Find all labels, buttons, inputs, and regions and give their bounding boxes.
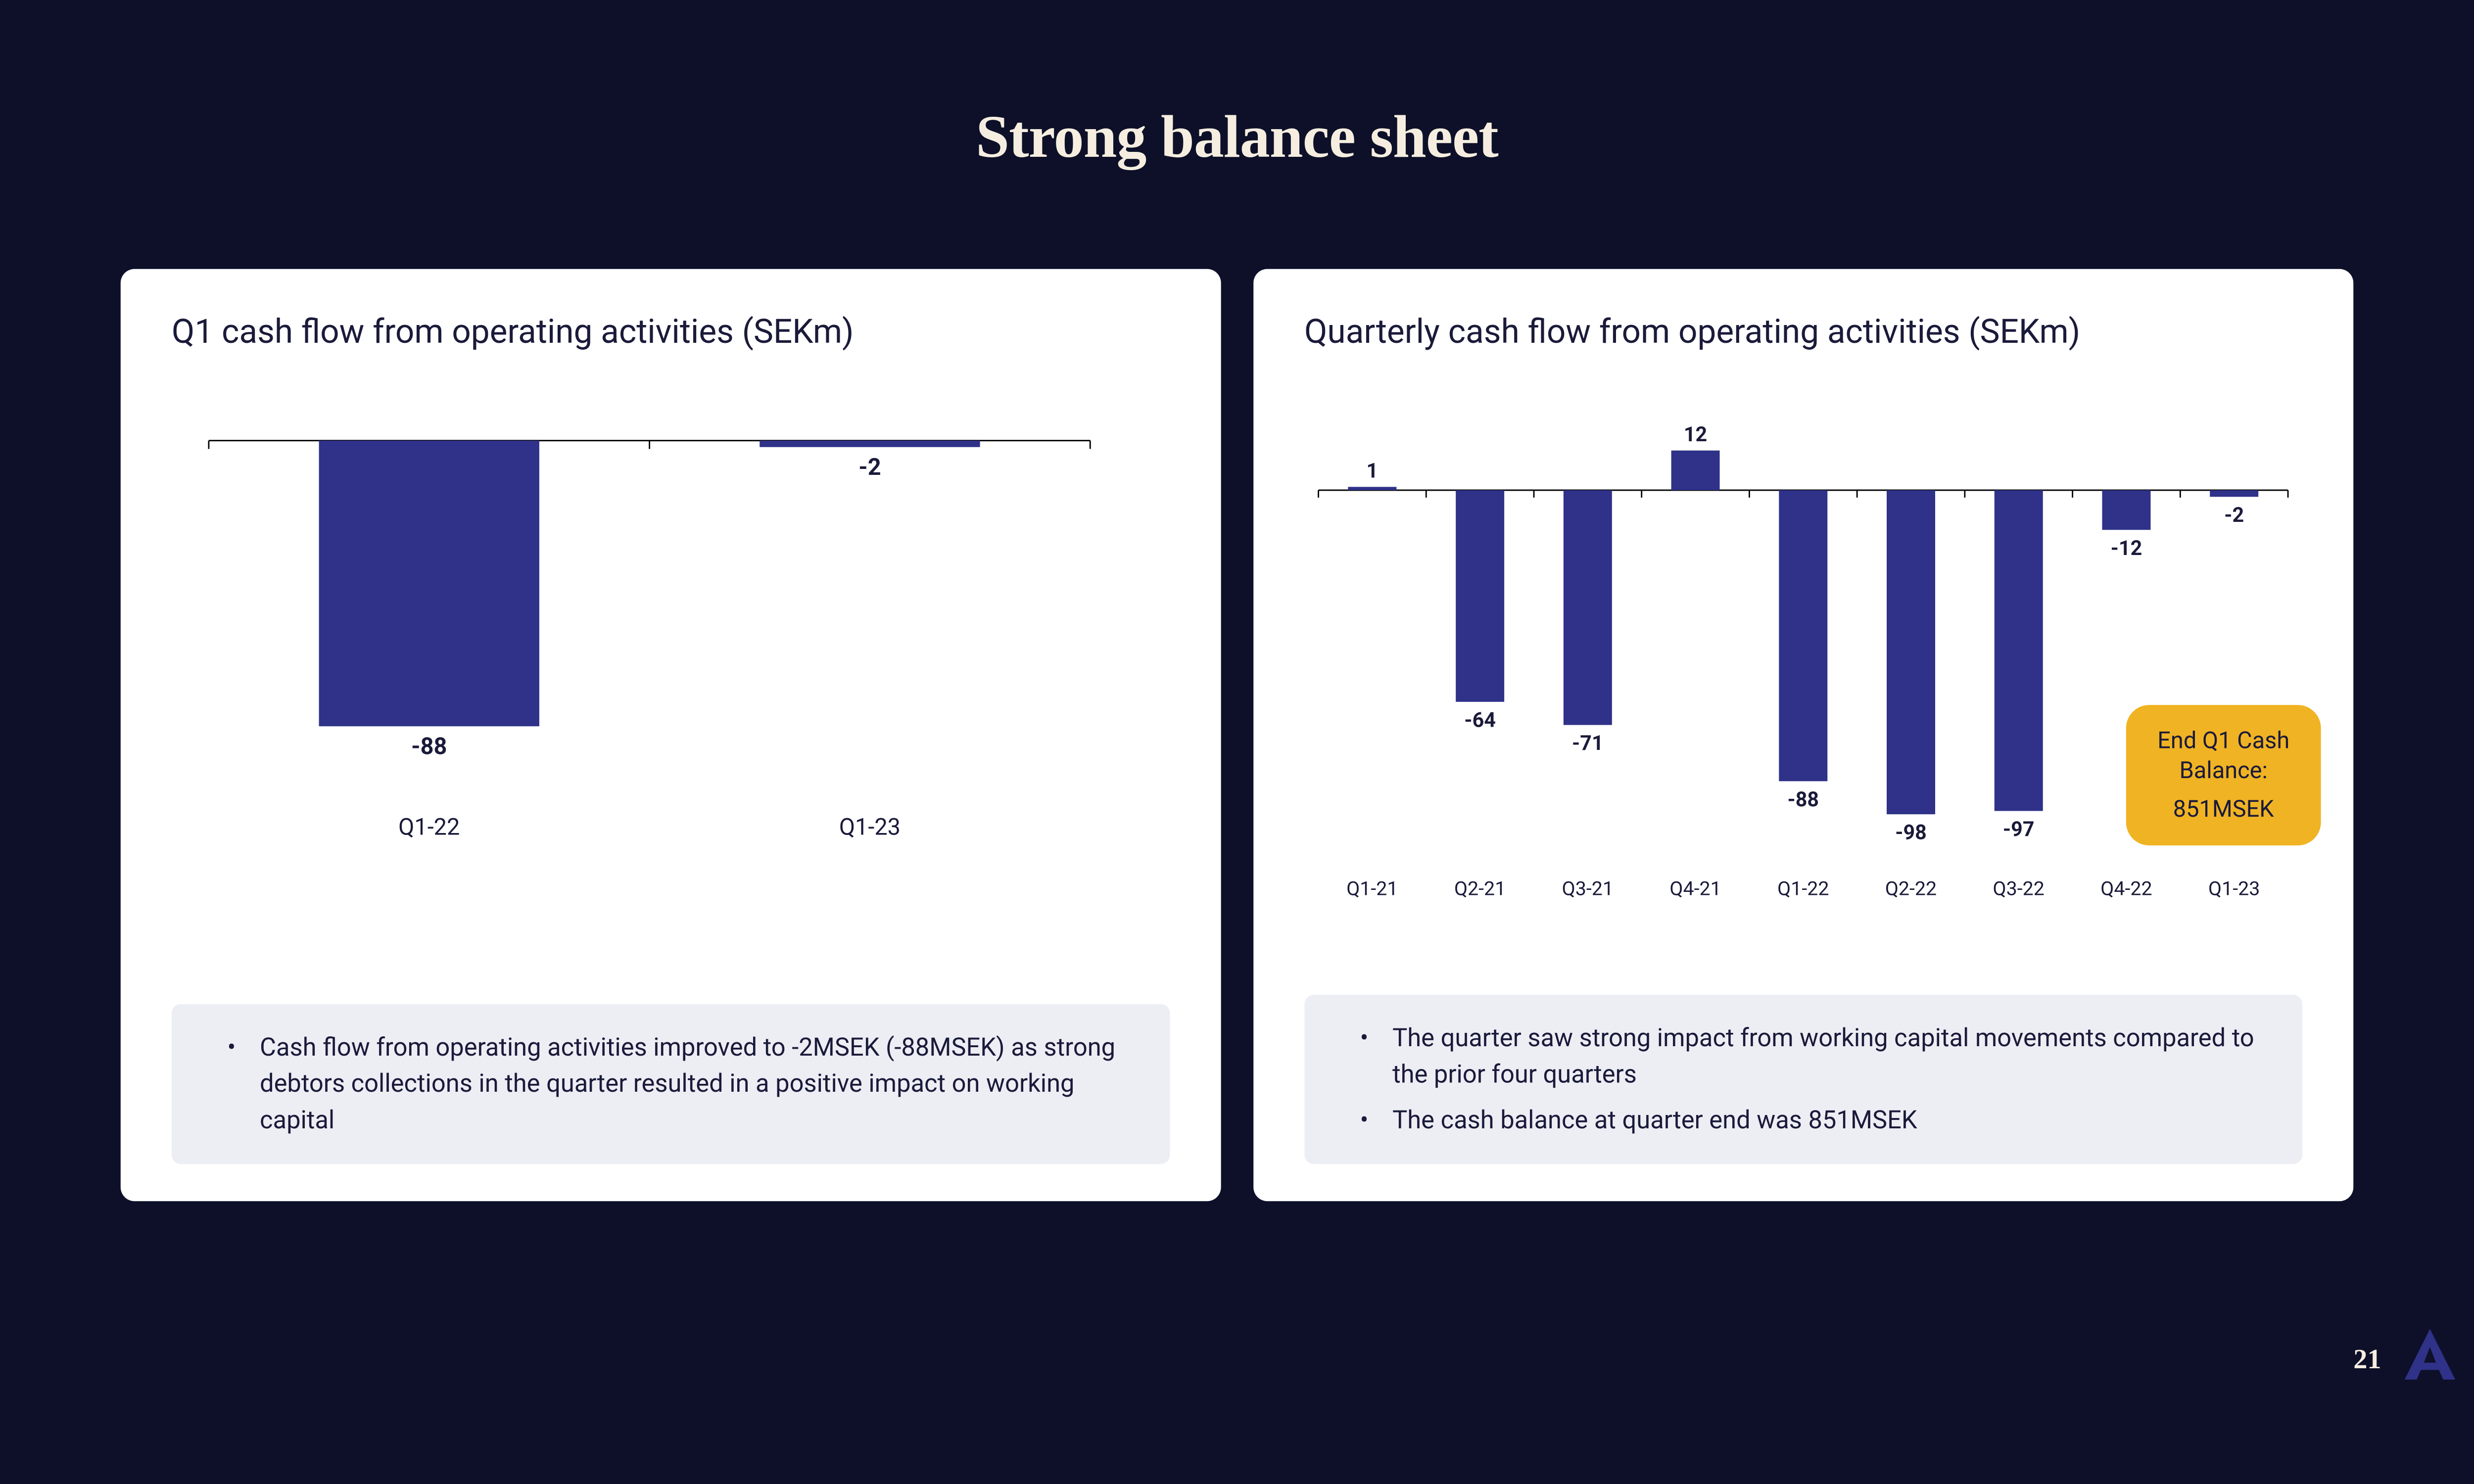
left-note-box: Cash flow from operating activities impr… <box>172 1004 1170 1164</box>
callout-line2: 851MSEK <box>2151 794 2295 825</box>
right-panel-title: Quarterly cash flow from operating activ… <box>1304 311 2302 352</box>
slide: Strong balance sheet Q1 cash flow from o… <box>0 0 2474 1391</box>
bar <box>1671 451 1719 490</box>
slide-title: Strong balance sheet <box>121 102 2353 172</box>
bar <box>319 441 539 727</box>
bar <box>1348 487 1396 490</box>
bar-value-label: -88 <box>411 733 447 760</box>
bar <box>760 441 980 447</box>
bar <box>1994 490 2043 811</box>
category-label: Q4-21 <box>1669 877 1721 900</box>
left-notes-list: Cash flow from operating activities impr… <box>227 1029 1133 1138</box>
category-label: Q1-23 <box>839 814 901 841</box>
page-number: 21 <box>2353 1343 2381 1375</box>
left-panel: Q1 cash flow from operating activities (… <box>121 269 1221 1201</box>
left-chart-area: -88 Q1-22 -2 Q1-23 <box>172 385 1170 985</box>
bar <box>1456 490 1504 702</box>
category-label: Q1-21 <box>1346 877 1398 900</box>
category-label: Q1-22 <box>398 814 460 841</box>
bar <box>1563 490 1612 725</box>
bar-value-label: -12 <box>2110 537 2142 560</box>
category-label: Q3-21 <box>1562 877 1613 900</box>
bar-value-label: -88 <box>1787 788 1819 812</box>
category-label: Q2-21 <box>1454 877 1505 900</box>
bar-value-label: -2 <box>858 454 881 481</box>
bar-value-label: -98 <box>1895 821 1927 845</box>
cash-balance-callout: End Q1 Cash Balance: 851MSEK <box>2126 705 2321 845</box>
right-chart-area: 1 Q1-21 -64 Q2-21 -71 Q3-21 12 Q4-21 -88 Q1-22 -98… <box>1304 385 2302 976</box>
category-label: Q2-22 <box>1885 877 1936 900</box>
bar <box>2102 490 2150 530</box>
bar-value-label: -71 <box>1572 732 1604 755</box>
brand-logo-icon <box>2400 1324 2460 1385</box>
category-label: Q4-22 <box>2100 877 2152 900</box>
bar <box>2210 490 2258 497</box>
left-panel-title: Q1 cash flow from operating activities (… <box>172 311 1170 352</box>
right-note-box: The quarter saw strong impact from worki… <box>1304 995 2302 1164</box>
category-label: Q3-22 <box>1993 877 2044 900</box>
note-item: The cash balance at quarter end was 851M… <box>1360 1102 2265 1138</box>
bar-value-label: -97 <box>2002 818 2034 841</box>
left-bar-chart: -88 Q1-22 -2 Q1-23 <box>172 385 1127 872</box>
bar-value-label: -64 <box>1464 708 1496 732</box>
right-notes-list: The quarter saw strong impact from worki… <box>1360 1020 2265 1139</box>
bar-value-label: 1 <box>1366 460 1378 483</box>
category-label: Q1-23 <box>2208 877 2260 900</box>
bar <box>1887 490 1935 814</box>
right-panel: Quarterly cash flow from operating activ… <box>1253 269 2353 1201</box>
bar <box>1779 490 1827 781</box>
bar-value-label: 12 <box>1683 423 1707 447</box>
bar-value-label: -2 <box>2224 504 2244 527</box>
callout-line1: End Q1 Cash Balance: <box>2151 726 2295 786</box>
panels-row: Q1 cash flow from operating activities (… <box>121 269 2353 1201</box>
note-item: Cash flow from operating activities impr… <box>227 1029 1133 1138</box>
note-item: The quarter saw strong impact from worki… <box>1360 1020 2265 1093</box>
category-label: Q1-22 <box>1777 877 1829 900</box>
